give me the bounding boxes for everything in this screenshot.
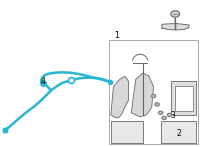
Circle shape [167,113,172,116]
Polygon shape [162,24,189,30]
FancyBboxPatch shape [171,81,196,115]
Circle shape [171,11,180,17]
FancyBboxPatch shape [175,86,193,111]
Text: 4: 4 [41,77,45,86]
Text: 3: 3 [170,111,175,120]
Circle shape [162,116,166,120]
Polygon shape [111,76,129,118]
Bar [109,40,198,144]
Text: 2: 2 [177,128,181,138]
Circle shape [151,94,156,98]
Text: 1: 1 [114,31,119,40]
Circle shape [155,103,159,106]
FancyBboxPatch shape [111,121,143,143]
Circle shape [158,111,163,114]
Polygon shape [131,73,154,117]
FancyBboxPatch shape [161,121,196,143]
